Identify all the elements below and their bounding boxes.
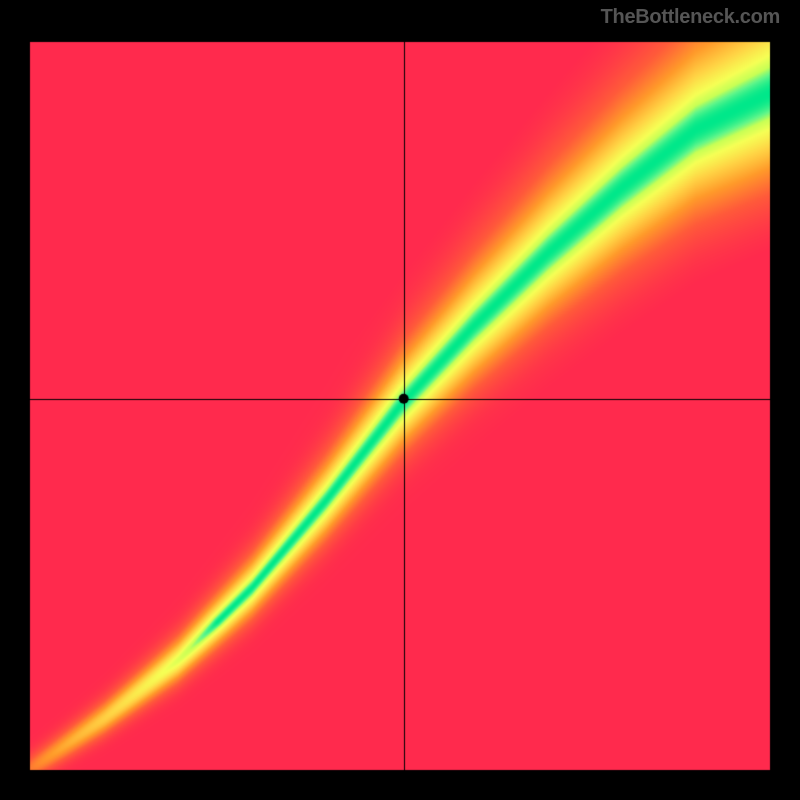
bottleneck-heatmap [0,0,800,800]
watermark-text: TheBottleneck.com [601,6,780,29]
